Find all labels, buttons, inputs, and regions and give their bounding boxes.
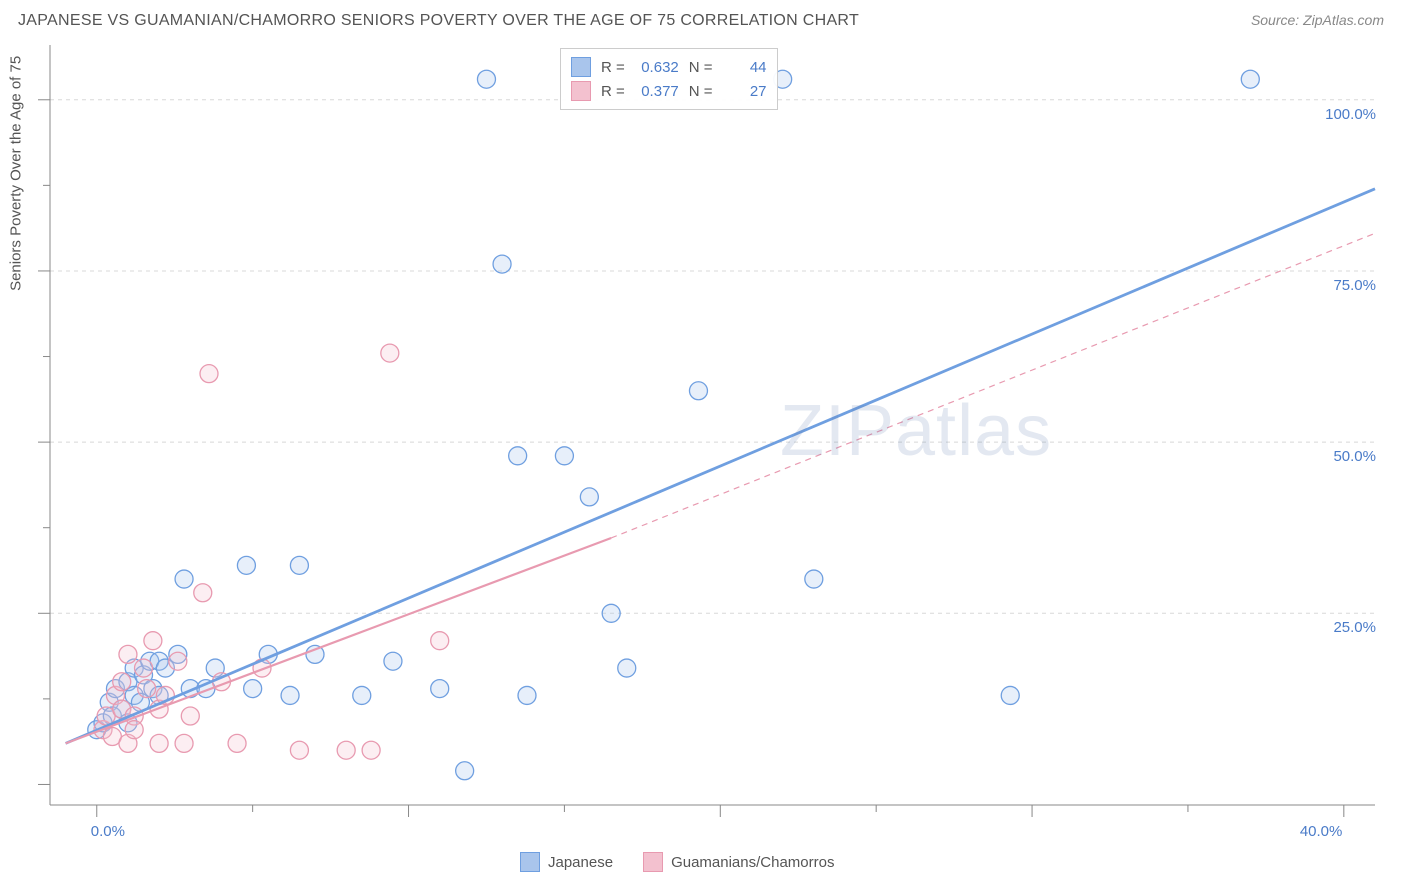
r-value: 0.632 <box>635 59 679 76</box>
n-value: 27 <box>723 83 767 100</box>
y-tick-label: 100.0% <box>1325 106 1376 123</box>
x-tick-label: 40.0% <box>1300 823 1343 840</box>
y-tick-label: 75.0% <box>1333 277 1376 294</box>
legend-swatch <box>643 852 663 872</box>
n-label: N = <box>689 59 713 76</box>
legend-label: Guamanians/Chamorros <box>671 854 834 871</box>
legend-row: R = 0.377 N = 27 <box>571 79 767 103</box>
y-tick-label: 25.0% <box>1333 619 1376 636</box>
x-tick-label: 0.0% <box>91 823 125 840</box>
r-label: R = <box>601 59 625 76</box>
legend-label: Japanese <box>548 854 613 871</box>
correlation-legend: R = 0.632 N = 44 R = 0.377 N = 27 <box>560 48 778 110</box>
legend-swatch <box>520 852 540 872</box>
scatter-chart <box>0 0 1406 892</box>
legend-swatch <box>571 81 591 101</box>
legend-item: Guamanians/Chamorros <box>643 852 834 872</box>
legend-row: R = 0.632 N = 44 <box>571 55 767 79</box>
legend-swatch <box>571 57 591 77</box>
r-value: 0.377 <box>635 83 679 100</box>
r-label: R = <box>601 83 625 100</box>
n-label: N = <box>689 83 713 100</box>
y-tick-label: 50.0% <box>1333 448 1376 465</box>
series-legend: Japanese Guamanians/Chamorros <box>520 852 834 872</box>
legend-item: Japanese <box>520 852 613 872</box>
n-value: 44 <box>723 59 767 76</box>
